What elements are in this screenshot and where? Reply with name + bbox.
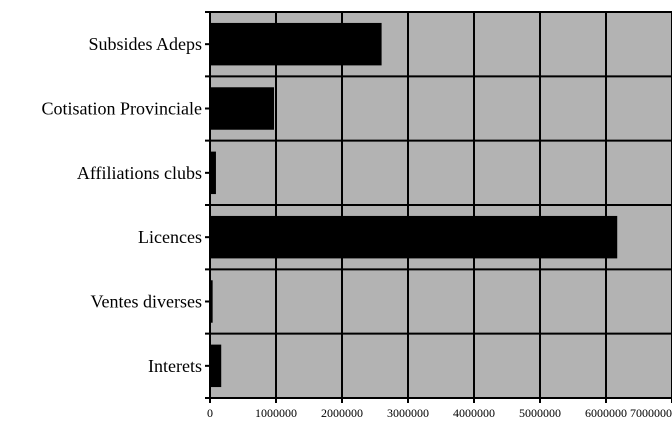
bar-2 xyxy=(210,151,216,195)
x-tick-label-6: 6000000 xyxy=(585,406,627,420)
category-label-3: Licences xyxy=(138,227,202,247)
category-label-1: Cotisation Provinciale xyxy=(42,99,202,119)
x-tick-labels: 0 1000000 2000000 3000000 4000000 5000000 6000… xyxy=(207,406,672,420)
category-label-2: Affiliations clubs xyxy=(77,163,202,183)
gridlines xyxy=(205,11,672,403)
category-label-4: Ventes diverses xyxy=(91,292,202,312)
x-tick-label-3: 3000000 xyxy=(387,406,429,420)
bar-5 xyxy=(210,344,222,388)
x-tick-label-5: 5000000 xyxy=(519,406,561,420)
x-tick-label-1: 1000000 xyxy=(255,406,297,420)
bars xyxy=(210,22,618,388)
bar-4 xyxy=(210,280,213,323)
bar-3 xyxy=(210,215,618,259)
x-tick-label-0: 0 xyxy=(207,406,213,420)
axes xyxy=(205,12,211,398)
x-tick-label-4: 4000000 xyxy=(453,406,495,420)
bar-0 xyxy=(210,22,382,66)
x-tick-label-2: 2000000 xyxy=(321,406,363,420)
x-tick-label-7: 7000000 xyxy=(630,406,672,420)
bar-1 xyxy=(210,87,275,130)
category-label-0: Subsides Adeps xyxy=(88,34,202,54)
category-label-5: Interets xyxy=(148,356,202,376)
category-labels: Subsides Adeps Cotisation Provinciale Affi… xyxy=(42,34,202,376)
